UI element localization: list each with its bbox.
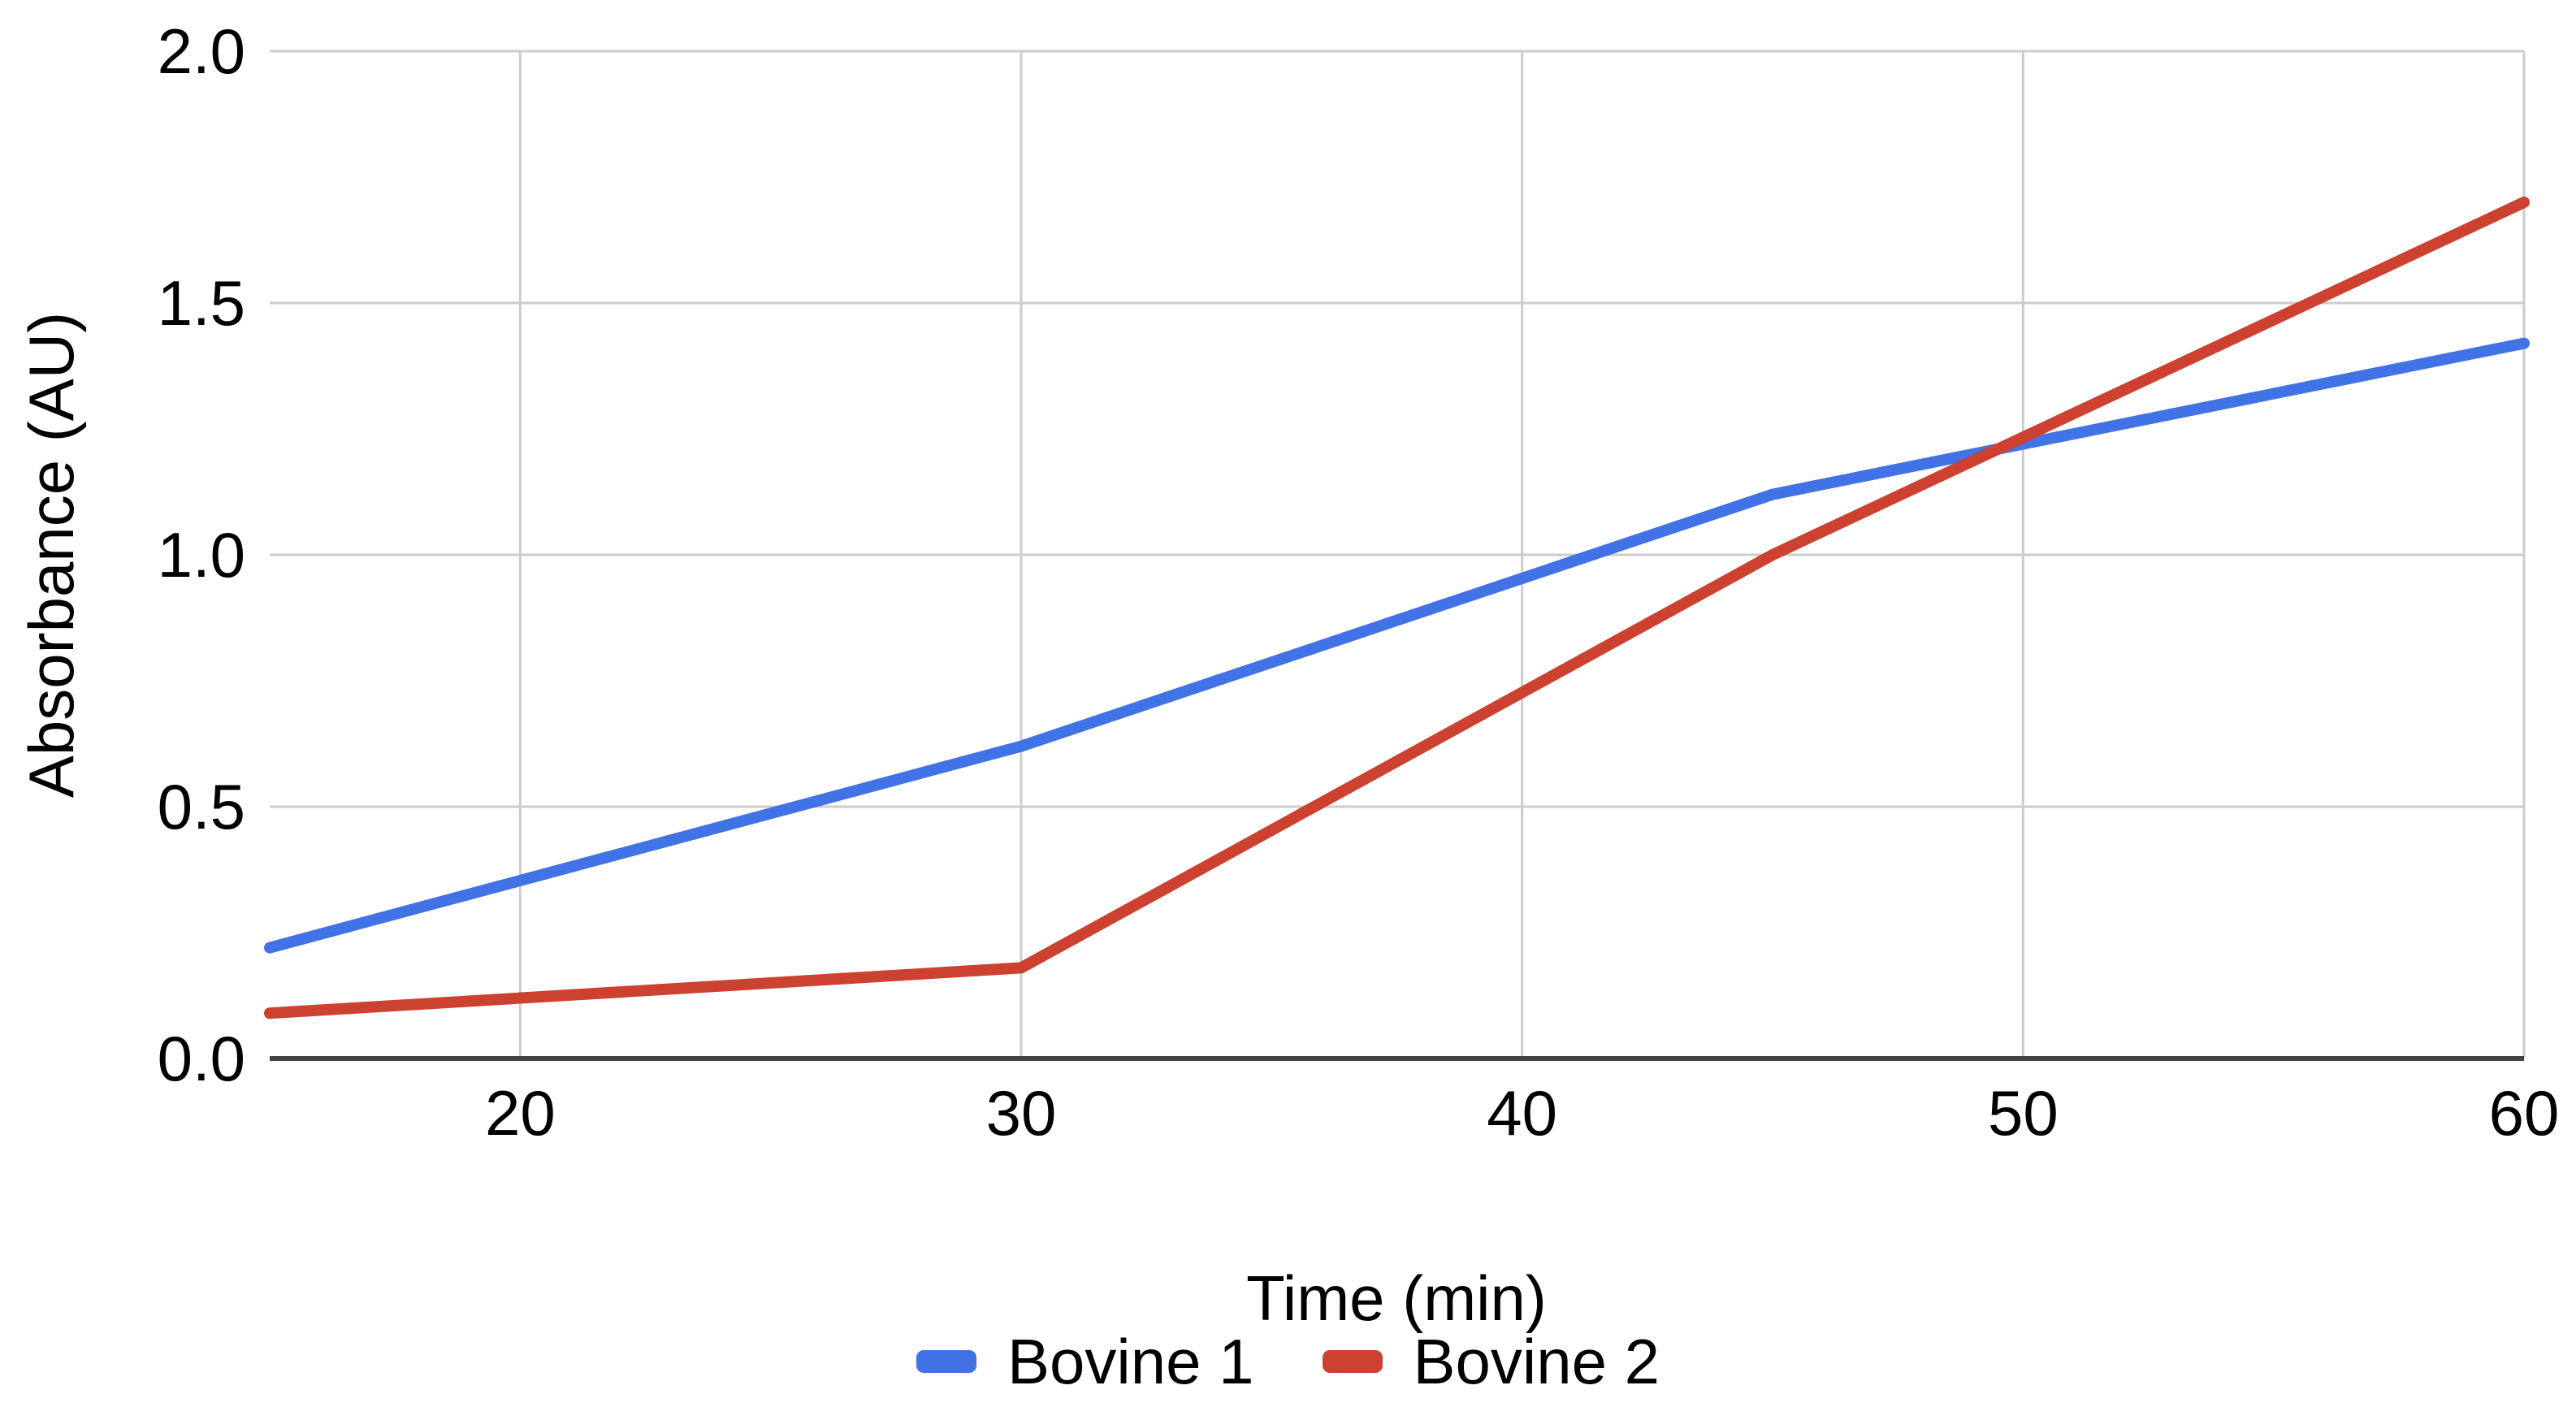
legend-label: Bovine 1 [1007, 1326, 1254, 1397]
x-tick-label: 30 [985, 1077, 1057, 1149]
x-tick-label: 50 [1987, 1077, 2059, 1149]
legend-swatch [1322, 1350, 1383, 1373]
y-tick-label: 1.0 [157, 519, 245, 591]
y-tick-label: 2.0 [157, 15, 245, 87]
x-axis-title: Time (min) [1246, 1262, 1547, 1334]
legend: Bovine 1 Bovine 2 [0, 1329, 2576, 1394]
y-tick-label: 1.5 [157, 267, 245, 339]
legend-item: Bovine 1 [916, 1329, 1254, 1394]
x-tick-label: 60 [2488, 1077, 2560, 1149]
legend-item: Bovine 2 [1322, 1326, 1660, 1397]
series-line-1 [264, 337, 2530, 954]
legend-label: Bovine 2 [1413, 1326, 1660, 1397]
legend-swatch [916, 1350, 976, 1373]
series-line-2 [264, 197, 2530, 1020]
x-tick-label: 20 [484, 1077, 556, 1149]
y-tick-label: 0.0 [157, 1023, 245, 1094]
y-tick-label: 0.5 [157, 771, 245, 842]
x-tick-label: 40 [1487, 1077, 1558, 1149]
